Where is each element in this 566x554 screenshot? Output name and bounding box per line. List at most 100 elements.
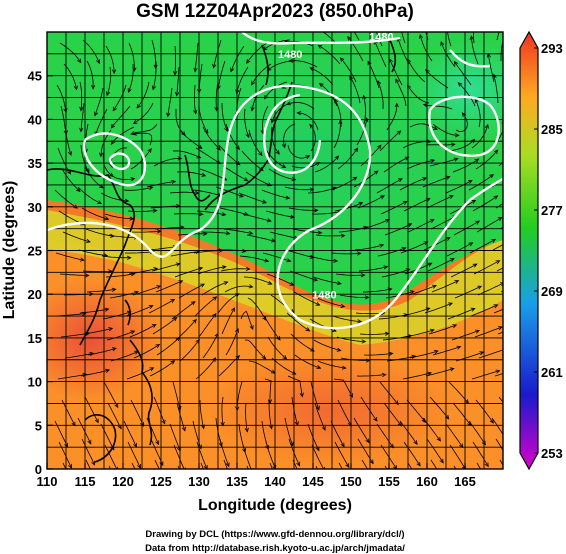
streamline-arrowhead	[96, 59, 101, 65]
streamline	[56, 84, 67, 113]
streamline-arrowhead	[248, 230, 254, 235]
streamline-arrowhead	[104, 307, 110, 312]
streamline	[133, 132, 153, 146]
streamline-arrowhead	[276, 335, 281, 341]
streamline-arrowhead	[397, 178, 403, 183]
streamline	[426, 195, 454, 209]
streamline	[268, 168, 296, 181]
streamline	[422, 417, 441, 442]
streamline-arrowhead	[317, 44, 323, 49]
streamline	[340, 57, 357, 83]
streamline-arrowhead	[225, 231, 231, 236]
streamline-arrowhead	[334, 155, 340, 161]
streamline-arrowhead	[421, 418, 426, 423]
streamline	[112, 84, 127, 111]
streamline-arrowhead	[383, 265, 389, 270]
streamline	[450, 263, 477, 278]
streamline-arrowhead	[440, 41, 445, 46]
streamline	[287, 144, 310, 159]
streamline-arrowhead	[352, 176, 358, 181]
streamline-arrowhead	[401, 247, 407, 251]
streamline	[215, 81, 219, 111]
streamline	[170, 251, 200, 257]
streamline-arrowhead	[79, 106, 84, 112]
streamline-arrowhead	[221, 265, 227, 270]
streamline-arrowhead	[132, 119, 138, 125]
streamline	[84, 396, 99, 423]
streamline-arrowhead	[508, 460, 511, 464]
streamline	[448, 139, 475, 152]
temperature-field-warm-patch	[47, 280, 160, 400]
streamline-arrowhead	[425, 69, 430, 74]
streamline-arrowhead	[250, 106, 255, 112]
streamline-arrowhead	[239, 193, 244, 198]
streamline-arrowhead	[214, 106, 219, 112]
streamline-arrowhead	[396, 130, 402, 135]
streamline-arrowhead	[200, 283, 206, 288]
streamline-arrowhead	[285, 195, 291, 200]
streamline-arrowhead	[147, 148, 152, 153]
streamline	[383, 156, 409, 173]
streamline-arrowhead	[296, 461, 301, 467]
streamline-arrowhead	[230, 67, 235, 73]
streamline-arrowhead	[393, 465, 398, 469]
streamline	[379, 130, 401, 152]
streamline	[267, 336, 287, 360]
streamline	[491, 417, 503, 436]
streamline-arrowhead	[91, 460, 95, 466]
streamline-arrowhead	[457, 82, 463, 87]
streamline	[409, 350, 439, 359]
streamline-arrowhead	[449, 258, 455, 263]
streamline	[241, 150, 264, 171]
streamline	[407, 59, 426, 83]
streamline-arrowhead	[470, 307, 476, 312]
streamline	[419, 34, 433, 62]
lat-lon-grid	[47, 32, 503, 469]
streamline	[445, 180, 473, 194]
streamline	[471, 36, 479, 65]
streamline	[179, 339, 200, 362]
streamline	[221, 396, 224, 426]
streamline	[339, 294, 369, 298]
streamline	[383, 402, 402, 427]
streamline-arrowhead	[456, 345, 462, 350]
streamline-arrowhead	[112, 106, 117, 112]
streamline-arrowhead	[364, 117, 369, 123]
streamline	[496, 267, 503, 272]
streamline-arrowhead	[267, 280, 273, 285]
streamline-arrowhead	[505, 14, 509, 18]
streamline	[423, 104, 453, 110]
streamline	[131, 230, 161, 233]
streamline-arrowhead	[241, 248, 247, 253]
y-tick-label: 0	[35, 462, 42, 477]
streamline-arrowhead	[270, 118, 275, 124]
streamline-arrowhead	[68, 151, 72, 156]
streamline-arrowhead	[137, 464, 141, 469]
streamline-arrowhead	[305, 155, 311, 160]
colorbar-tick-label: 285	[541, 122, 563, 137]
colorbar-tick-label: 253	[541, 446, 563, 461]
streamline	[94, 87, 104, 116]
streamline	[381, 268, 410, 278]
streamline	[283, 123, 296, 148]
y-tick-label: 30	[28, 200, 42, 215]
streamline-arrowhead	[321, 466, 325, 469]
streamline-arrowhead	[130, 272, 136, 277]
streamline	[430, 459, 438, 469]
streamline	[377, 80, 384, 110]
streamline	[337, 399, 352, 426]
streamline	[384, 223, 412, 236]
streamline	[360, 396, 378, 422]
streamline-arrowhead	[469, 35, 474, 40]
streamline-arrowhead	[282, 355, 288, 360]
streamline-arrowhead	[361, 339, 367, 344]
x-axis-ticks: 110 115 120 125 130 135 140 145 150 155 160 165	[37, 463, 476, 489]
streamline-arrowhead	[230, 307, 235, 313]
streamline-arrowhead	[422, 177, 427, 182]
contour-label: 1480	[278, 49, 302, 61]
streamline	[473, 32, 475, 44]
streamline	[243, 276, 272, 285]
streamline	[334, 441, 350, 468]
streamline	[361, 459, 368, 469]
streamline	[106, 330, 135, 341]
